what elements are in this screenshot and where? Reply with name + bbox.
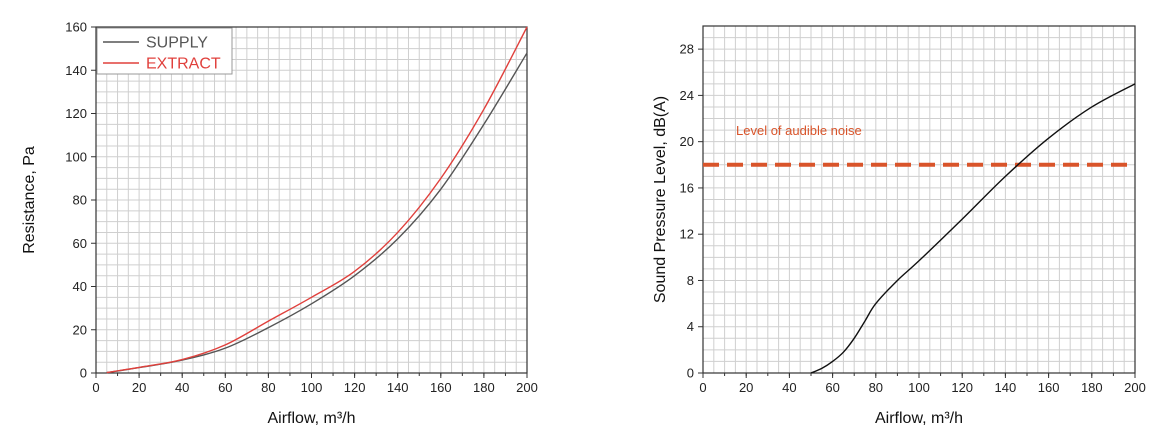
x-tick-label: 200 — [516, 380, 538, 395]
x-axis-label: Airflow, m³/h — [267, 410, 355, 427]
x-tick-label: 140 — [387, 380, 409, 395]
x-tick-label: 160 — [1038, 380, 1060, 395]
grid — [703, 26, 1135, 373]
series-line-extract — [106, 26, 528, 374]
y-tick-label: 8 — [687, 273, 694, 288]
x-tick-label: 40 — [175, 380, 189, 395]
resistance-chart: 0 20 40 60 80 100 120 140 160 180 200 0 20 40 60 80 100 1… — [21, 20, 538, 428]
y-tick-label: 40 — [73, 279, 87, 294]
y-tick-label: 160 — [65, 20, 87, 35]
series-line-supply — [106, 52, 528, 374]
y-tick-label: 80 — [73, 193, 87, 208]
y-tick-label: 4 — [687, 319, 694, 334]
x-tick-label: 20 — [739, 380, 753, 395]
reference-line-label: Level of audible noise — [736, 123, 862, 138]
x-tick-label: 100 — [908, 380, 930, 395]
y-tick-label: 100 — [65, 149, 87, 164]
x-axis: 0 20 40 60 80 100 120 140 160 180 200 — [699, 373, 1146, 395]
y-tick-label: 60 — [73, 236, 87, 251]
y-tick-label: 24 — [680, 88, 694, 103]
x-tick-label: 60 — [825, 380, 839, 395]
x-tick-label: 200 — [1124, 380, 1146, 395]
legend-label-supply: SUPPLY — [146, 35, 208, 52]
x-axis-label: Airflow, m³/h — [875, 410, 963, 427]
y-tick-label: 20 — [73, 322, 87, 337]
x-tick-label: 160 — [430, 380, 452, 395]
x-tick-label: 80 — [869, 380, 883, 395]
legend: SUPPLY EXTRACT — [96, 27, 233, 75]
legend-label-extract: EXTRACT — [146, 56, 221, 73]
x-tick-label: 40 — [782, 380, 796, 395]
sound-pressure-chart: 0 20 40 60 80 100 120 140 160 180 200 0 4 8 12 16 20 24 28… — [652, 25, 1146, 427]
y-tick-label: 140 — [65, 63, 87, 78]
x-tick-label: 80 — [261, 380, 275, 395]
legend-box — [96, 27, 233, 75]
y-tick-label: 16 — [680, 180, 694, 195]
x-tick-label: 140 — [995, 380, 1017, 395]
y-tick-label: 0 — [687, 366, 694, 381]
y-axis-label: Sound Pressure Level, dB(A) — [652, 96, 669, 303]
grid — [96, 27, 527, 373]
x-axis: 0 20 40 60 80 100 120 140 160 180 200 — [92, 373, 538, 395]
x-tick-label: 100 — [301, 380, 323, 395]
series-line-0 — [810, 83, 1136, 374]
x-tick-label: 180 — [473, 380, 495, 395]
y-tick-label: 0 — [80, 366, 87, 381]
x-tick-label: 0 — [92, 380, 99, 395]
y-axis: 0 20 40 60 80 100 120 140 160 — [65, 20, 96, 381]
x-tick-label: 120 — [344, 380, 366, 395]
x-tick-label: 180 — [1081, 380, 1103, 395]
y-tick-label: 120 — [65, 106, 87, 121]
x-tick-label: 60 — [218, 380, 232, 395]
y-axis-label: Resistance, Pa — [21, 146, 38, 254]
x-tick-label: 0 — [699, 380, 706, 395]
y-tick-label: 20 — [680, 134, 694, 149]
y-tick-label: 12 — [680, 227, 694, 242]
x-tick-label: 20 — [132, 380, 146, 395]
x-tick-label: 120 — [951, 380, 973, 395]
y-axis: 0 4 8 12 16 20 24 28 — [680, 42, 703, 381]
y-tick-label: 28 — [680, 42, 694, 57]
